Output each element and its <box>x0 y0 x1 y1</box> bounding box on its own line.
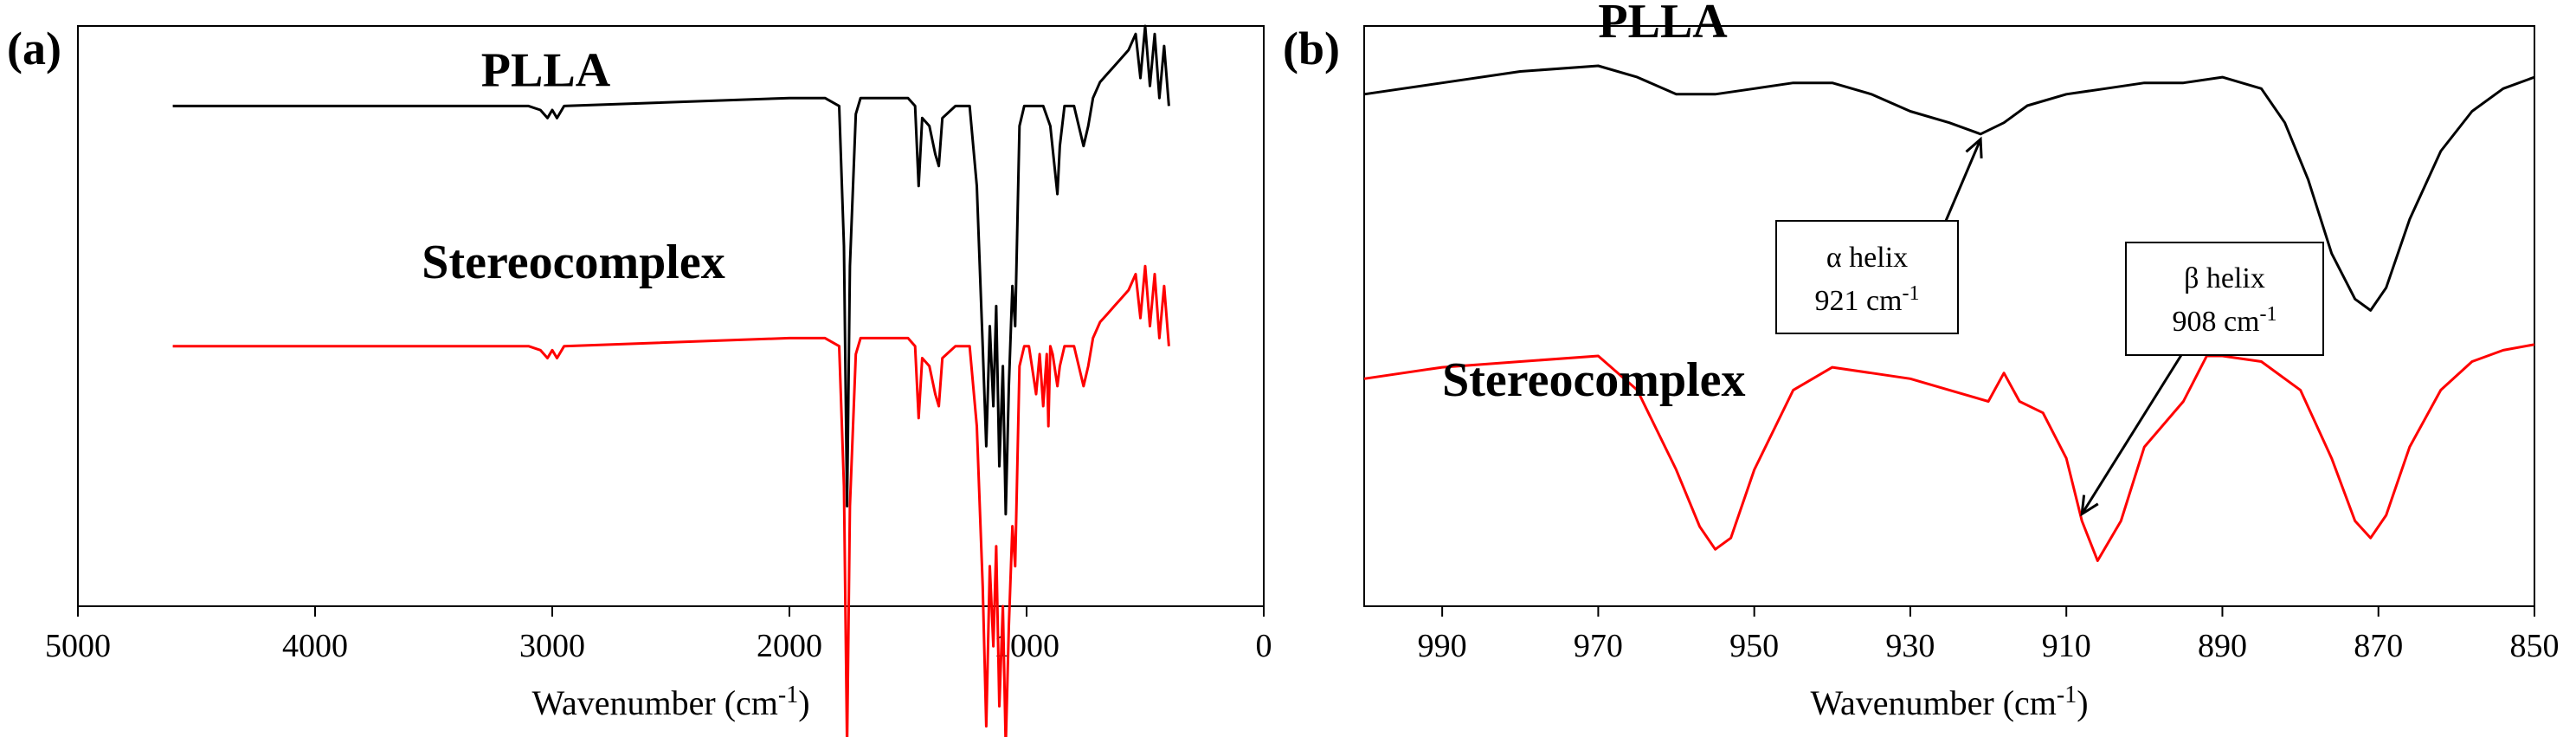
panel-b-x-tick-label: 870 <box>2354 628 2403 664</box>
panel-b-x-tick-label: 890 <box>2198 628 2247 664</box>
alpha-helix-title: α helix <box>1826 242 1908 274</box>
panel-b-stereocomplex-annotation: Stereocomplex <box>1442 353 1745 407</box>
alpha-helix-value-text: 921 cm <box>1814 285 1902 317</box>
panel-a-plot-frame <box>77 25 1265 607</box>
panel-b-series-plla <box>1363 64 2535 312</box>
panel-b-xlabel-close: ) <box>2077 683 2088 722</box>
panel-a-xlabel-sup: -1 <box>778 682 798 708</box>
panel-b-plot-frame <box>1363 25 2535 607</box>
panel-b-xlabel-text: Wavenumber (cm <box>1810 683 2056 722</box>
panel-b-x-ticks: 990 970 950 930 910 890 870 850 <box>1418 606 2560 664</box>
panel-b-xlabel-sup: -1 <box>2057 682 2077 708</box>
panel-b: (b) 990 970 950 930 910 890 870 850 PLLA Stereo… <box>1283 0 2560 722</box>
panel-b-x-tick-label: 850 <box>2510 628 2560 664</box>
panel-b-label: (b) <box>1283 23 1340 74</box>
alpha-helix-value-sup: -1 <box>1903 282 1920 305</box>
panel-a-plla-annotation: PLLA <box>481 43 611 97</box>
alpha-helix-callout: α helix 921 cm-1 <box>1775 136 1983 334</box>
panel-a-x-axis-title: Wavenumber (cm-1) <box>531 682 809 722</box>
beta-helix-title: β helix <box>2184 262 2265 294</box>
alpha-helix-value: 921 cm-1 <box>1814 282 1919 317</box>
panel-a-series-plla <box>172 24 1170 516</box>
alpha-helix-arrowhead <box>1965 136 1983 158</box>
panel-b-x-tick-label: 930 <box>1885 628 1935 664</box>
panel-a-x-tick-label: 2000 <box>757 628 822 664</box>
alpha-helix-box <box>1775 220 1959 334</box>
panel-b-x-tick-label: 970 <box>1574 628 1623 664</box>
panel-a-x-tick-label: 3000 <box>519 628 585 664</box>
panel-b-x-tick-label: 910 <box>2042 628 2091 664</box>
panel-a-x-tick-label: 0 <box>1256 628 1272 664</box>
alpha-helix-arrow <box>1944 139 1982 222</box>
panel-b-x-axis-title: Wavenumber (cm-1) <box>1810 682 2088 722</box>
beta-helix-value: 908 cm-1 <box>2172 303 2277 338</box>
panel-b-x-tick-label: 950 <box>1729 628 1779 664</box>
panel-a-label: (a) <box>7 23 61 74</box>
panel-b-series <box>1363 64 2535 562</box>
beta-helix-callout: β helix 908 cm-1 <box>2080 242 2324 517</box>
panel-a-x-tick-label: 5000 <box>45 628 111 664</box>
beta-helix-arrow <box>2080 354 2183 515</box>
beta-helix-box <box>2125 242 2324 356</box>
panel-a-xlabel-close: ) <box>798 683 809 722</box>
beta-helix-value-text: 908 cm <box>2172 306 2259 338</box>
panel-b-x-tick-label: 990 <box>1418 628 1467 664</box>
panel-a-x-tick-label: 4000 <box>282 628 348 664</box>
panel-a-stereocomplex-annotation: Stereocomplex <box>422 236 724 289</box>
panel-b-series-stereocomplex <box>1363 343 2535 562</box>
panel-a-xlabel-text: Wavenumber (cm <box>531 683 777 722</box>
panel-a-series-stereocomplex <box>172 264 1170 737</box>
panel-a-series <box>172 24 1170 737</box>
panel-a: (a) 5000 4000 3000 2000 1000 0 PLLA Stereocom… <box>7 23 1272 737</box>
beta-helix-arrowhead <box>2080 495 2099 517</box>
panel-b-plla-annotation: PLLA <box>1598 0 1728 48</box>
beta-helix-value-sup: -1 <box>2260 303 2277 326</box>
